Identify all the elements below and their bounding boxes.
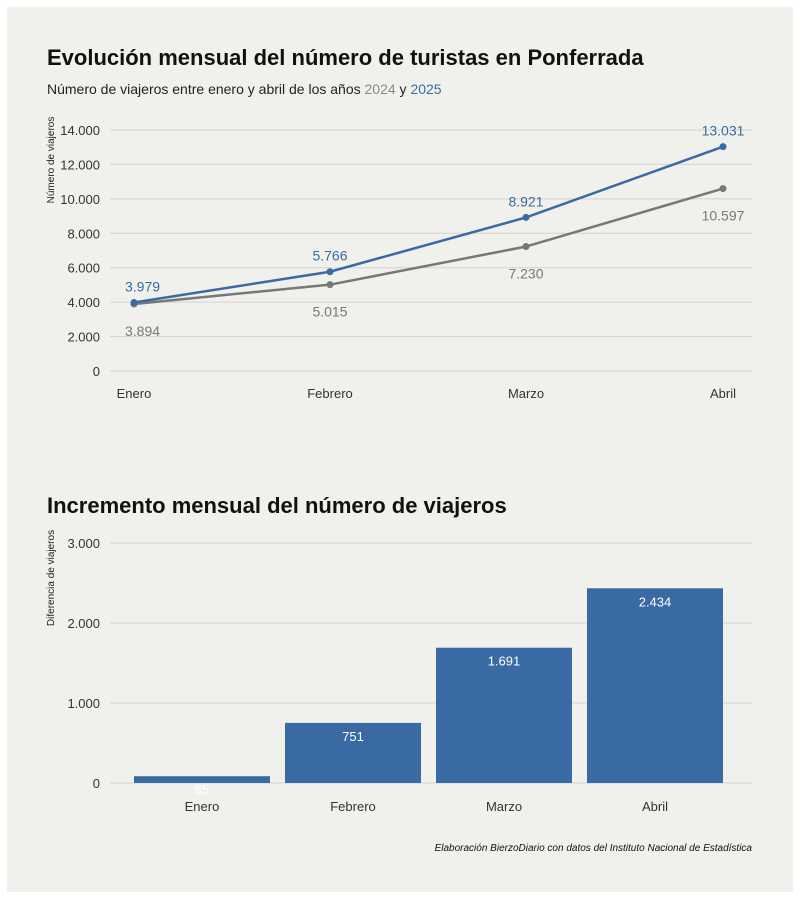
bar-value-label: 1.691 <box>488 654 521 669</box>
bar <box>436 647 572 783</box>
bar-chart-title: Incremento mensual del número de viajero… <box>47 493 507 518</box>
data-label-2024: 3.894 <box>125 323 160 339</box>
line-chart-gridlines <box>110 129 752 372</box>
x-tick-label: Enero <box>185 799 220 814</box>
subtitle-series-2025: 2025 <box>410 81 441 97</box>
bar <box>134 776 270 783</box>
data-label-2024: 10.597 <box>702 208 745 224</box>
y-tick-label: 2.000 <box>67 330 100 345</box>
y-tick-label: 0 <box>93 776 100 791</box>
data-label-2025: 13.031 <box>702 123 745 139</box>
data-point-2025 <box>522 213 530 221</box>
y-tick-label: 0 <box>93 364 100 379</box>
data-label-2025: 5.766 <box>312 248 347 264</box>
line-chart-title: Evolución mensual del número de turistas… <box>47 45 644 70</box>
x-tick-label: Abril <box>710 386 736 401</box>
x-tick-label: Abril <box>642 799 668 814</box>
series-line-2025 <box>133 145 724 304</box>
x-tick-label: Enero <box>117 386 152 401</box>
y-tick-label: 3.000 <box>67 536 100 551</box>
y-tick-label: 8.000 <box>67 226 100 241</box>
x-tick-label: Febrero <box>330 799 376 814</box>
data-point-2024 <box>719 185 727 193</box>
bar-chart-bars: 85 751 1.691 2.434 <box>134 588 723 797</box>
line-chart-y-ticks: 0 2.000 4.000 6.000 8.000 10.000 12.000 14.000 <box>60 123 100 379</box>
x-tick-label: Marzo <box>486 799 522 814</box>
x-tick-label: Febrero <box>307 386 353 401</box>
bar-chart-y-axis-label: Diferencia de viajeros <box>46 530 57 626</box>
source-caption: Elaboración BierzoDiario con datos del I… <box>435 843 753 854</box>
line-chart-y-axis-label: Número de viajeros <box>46 117 57 204</box>
data-point-2025 <box>130 299 138 307</box>
line-chart-x-ticks: Enero Febrero Marzo Abril <box>117 386 736 401</box>
bar-value-label: 2.434 <box>639 594 672 609</box>
data-label-2025: 3.979 <box>125 279 160 295</box>
y-tick-label: 12.000 <box>60 157 100 172</box>
bar-chart-y-ticks: 0 1.000 2.000 3.000 <box>67 536 100 791</box>
y-tick-label: 4.000 <box>67 295 100 310</box>
line-chart-subtitle: Número de viajeros entre enero y abril d… <box>47 81 442 97</box>
y-tick-label: 10.000 <box>60 192 100 207</box>
line-chart-series: 3.894 5.015 7.230 10.597 3.979 5.766 8.921 13.0… <box>125 123 745 339</box>
y-tick-label: 1.000 <box>67 696 100 711</box>
bar <box>587 588 723 783</box>
data-label-2024: 7.230 <box>508 266 543 282</box>
subtitle-series-2024: 2024 <box>365 81 396 97</box>
data-point-2025 <box>719 143 727 151</box>
subtitle-text-mid: y <box>396 81 411 97</box>
series-line-2024 <box>133 187 724 306</box>
x-tick-label: Marzo <box>508 386 544 401</box>
subtitle-text-start: Número de viajeros entre enero y abril d… <box>47 81 365 97</box>
bar-chart-x-ticks: Enero Febrero Marzo Abril <box>185 799 668 814</box>
data-point-2024 <box>522 243 530 251</box>
data-point-2025 <box>326 268 334 276</box>
bar-value-label: 85 <box>195 782 209 797</box>
y-tick-label: 6.000 <box>67 261 100 276</box>
y-tick-label: 14.000 <box>60 123 100 138</box>
data-label-2024: 5.015 <box>312 304 347 320</box>
bar <box>285 722 421 783</box>
data-point-2024 <box>326 281 334 289</box>
y-tick-label: 2.000 <box>67 616 100 631</box>
data-label-2025: 8.921 <box>508 193 543 209</box>
bar-value-label: 751 <box>342 729 364 744</box>
